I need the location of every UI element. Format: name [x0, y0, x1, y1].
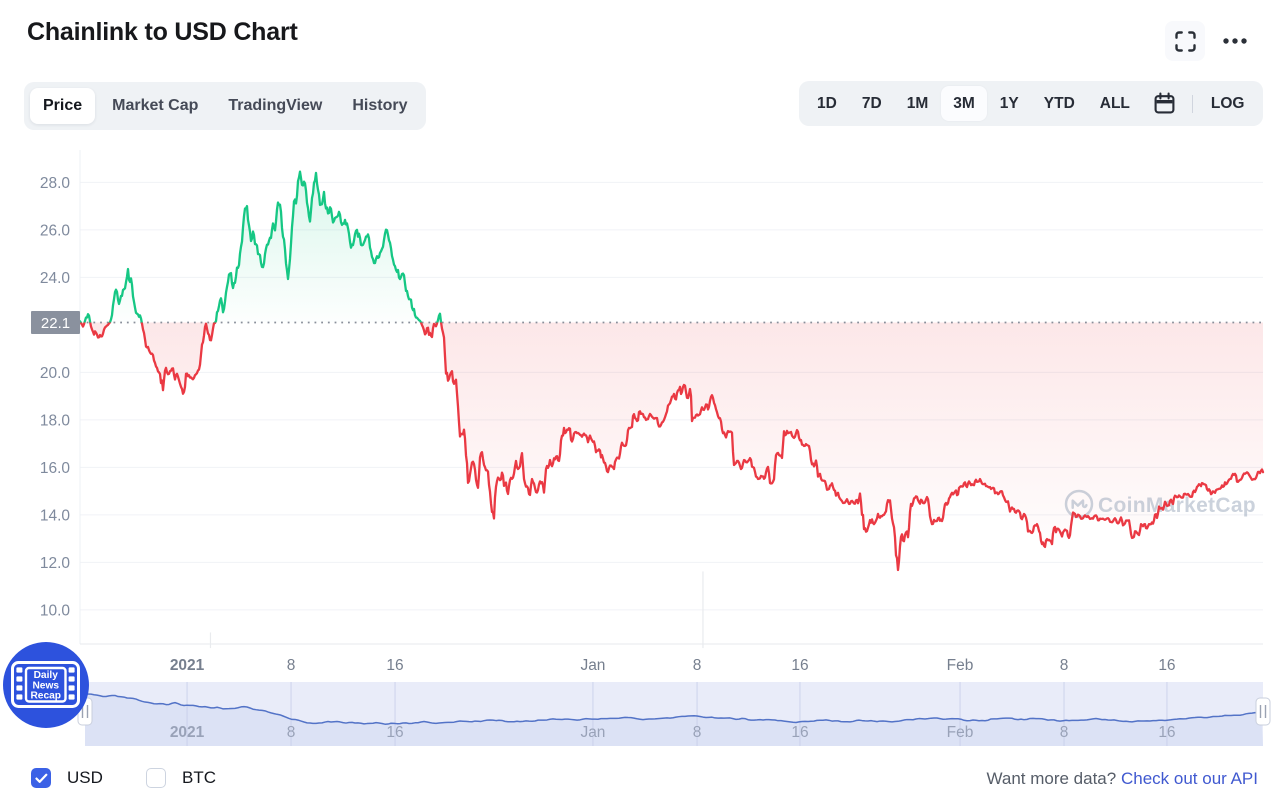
svg-text:Daily: Daily	[34, 670, 59, 681]
svg-text:8: 8	[1060, 724, 1069, 741]
btc-label: BTC	[182, 768, 216, 787]
api-promo: Want more data? Check out our API	[986, 769, 1258, 789]
tab-market-cap[interactable]: Market Cap	[112, 97, 199, 114]
range-ytd[interactable]: YTD	[1043, 94, 1075, 112]
svg-text:Jan: Jan	[580, 724, 605, 741]
threshold-value-badge: 22.1	[31, 311, 80, 334]
svg-text:18.0: 18.0	[40, 412, 71, 429]
svg-text:Feb: Feb	[947, 657, 974, 674]
x-axis-labels: 2021 8 16 Jan 8 16 Feb 8 16	[170, 657, 1176, 674]
svg-text:28.0: 28.0	[40, 175, 71, 192]
chart-area-fills	[80, 171, 1263, 570]
svg-text:16.0: 16.0	[40, 460, 71, 477]
range-7d[interactable]: 7D	[861, 94, 882, 112]
fullscreen-icon	[1174, 30, 1196, 52]
svg-text:26.0: 26.0	[40, 222, 71, 239]
api-link[interactable]: Check out our API	[1120, 769, 1258, 788]
date-range-selector: 1D 7D 1M 3M 1Y YTD ALL LOG	[798, 81, 1263, 126]
svg-text:8: 8	[287, 724, 296, 741]
svg-text:16: 16	[1158, 657, 1175, 674]
calendar-button[interactable]	[1142, 86, 1187, 121]
svg-text:22.1: 22.1	[41, 315, 70, 332]
svg-text:20.0: 20.0	[40, 365, 71, 382]
svg-text:Recap: Recap	[30, 691, 61, 702]
chart-type-tabs: Price Market Cap TradingView History	[24, 82, 427, 130]
usd-toggle[interactable]: USD	[31, 768, 103, 788]
check-icon	[34, 773, 47, 783]
svg-text:16: 16	[386, 724, 403, 741]
film-strip-icon: Daily News Recap	[11, 661, 80, 708]
svg-text:8: 8	[1060, 657, 1069, 674]
coinmarketcap-watermark: CoinMarketCap	[1064, 489, 1256, 519]
promo-text: Want more data?	[986, 769, 1117, 788]
calendar-icon	[1154, 92, 1175, 114]
svg-text:8: 8	[693, 724, 702, 741]
btc-checkbox[interactable]	[146, 768, 166, 788]
range-1d[interactable]: 1D	[817, 94, 837, 112]
navigator[interactable]: 2021 8 16 Jan 8 16 Feb 8 16	[77, 682, 1271, 746]
svg-text:CoinMarketCap: CoinMarketCap	[1098, 494, 1256, 517]
usd-checkbox[interactable]	[31, 768, 51, 788]
svg-text:16: 16	[791, 657, 808, 674]
range-1y[interactable]: 1Y	[999, 94, 1019, 112]
svg-text:8: 8	[693, 657, 702, 674]
range-1m[interactable]: 1M	[906, 94, 929, 112]
svg-text:16: 16	[791, 724, 808, 741]
price-line-series[interactable]	[78, 170, 1265, 572]
daily-news-recap-badge[interactable]: Daily News Recap	[3, 642, 89, 728]
header-actions	[1165, 21, 1255, 61]
y-axis-labels: 28.0 26.0 24.0 20.0 18.0 16.0 14.0 12.0 10.0	[40, 175, 71, 620]
svg-text:14.0: 14.0	[40, 507, 71, 524]
btc-toggle[interactable]: BTC	[146, 768, 216, 788]
log-scale-toggle[interactable]: LOG	[1210, 94, 1245, 112]
page-title: Chainlink to USD Chart	[27, 18, 298, 46]
tab-tradingview[interactable]: TradingView	[228, 97, 323, 114]
more-options-button[interactable]	[1215, 21, 1255, 61]
navigator-right-handle[interactable]	[1255, 697, 1271, 726]
tab-price[interactable]: Price	[30, 88, 96, 124]
fullscreen-button[interactable]	[1165, 21, 1205, 61]
svg-text:16: 16	[386, 657, 403, 674]
svg-text:24.0: 24.0	[40, 270, 71, 287]
svg-text:10.0: 10.0	[40, 602, 71, 619]
svg-text:Jan: Jan	[580, 657, 605, 674]
footer: USD BTC Want more data? Check out our AP…	[0, 758, 1280, 800]
svg-text:News: News	[32, 680, 59, 691]
svg-text:2021: 2021	[170, 657, 205, 674]
range-all[interactable]: ALL	[1099, 94, 1130, 112]
svg-text:12.0: 12.0	[40, 555, 71, 572]
tab-history[interactable]: History	[352, 97, 408, 114]
svg-text:8: 8	[287, 657, 296, 674]
svg-text:16: 16	[1158, 724, 1175, 741]
ellipsis-icon	[1223, 38, 1247, 44]
svg-text:2021: 2021	[170, 724, 205, 741]
range-separator	[1192, 94, 1194, 113]
usd-label: USD	[67, 768, 103, 787]
range-3m[interactable]: 3M	[940, 86, 988, 121]
svg-text:Feb: Feb	[947, 724, 974, 741]
